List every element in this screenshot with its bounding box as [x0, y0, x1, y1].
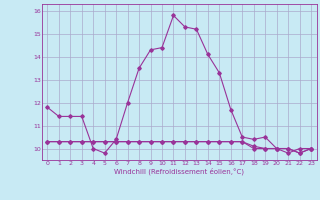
X-axis label: Windchill (Refroidissement éolien,°C): Windchill (Refroidissement éolien,°C)	[114, 167, 244, 175]
